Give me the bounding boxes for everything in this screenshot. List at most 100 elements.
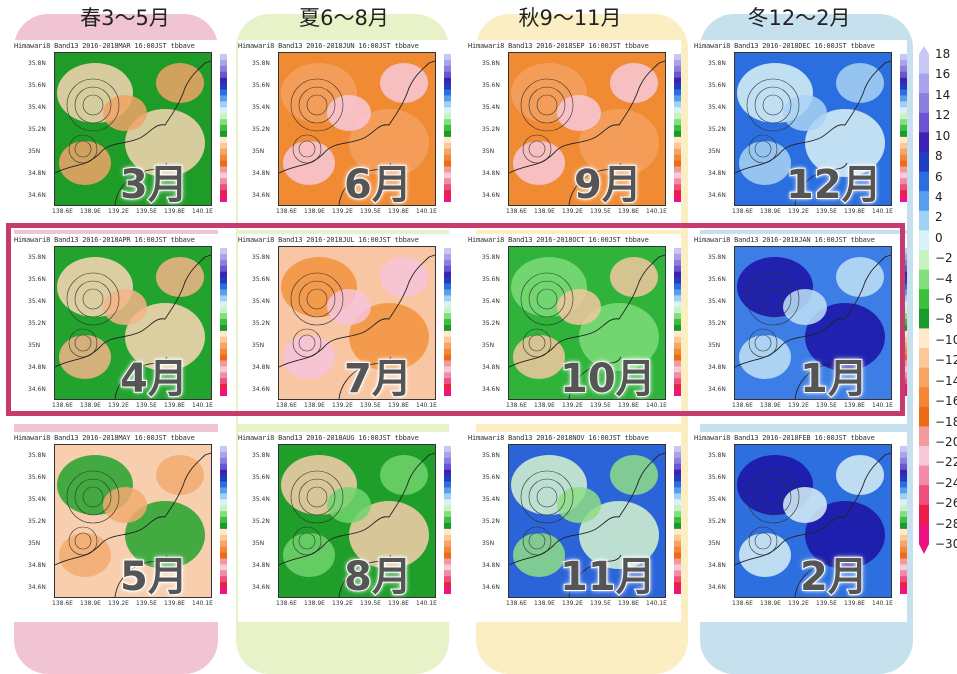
mini-colorbar-swatch — [900, 475, 907, 482]
y-tick-label: 34.6N — [708, 584, 726, 591]
mini-colorbar-swatch — [900, 588, 907, 595]
mini-colorbar-swatch — [220, 481, 227, 488]
mini-colorbar-swatch — [900, 125, 907, 132]
panel-title: Himawari8 Band13 2016-2018JUL 16:00JST t… — [238, 236, 419, 244]
mini-colorbar-swatch — [900, 552, 907, 559]
legend-tick-label: −30 — [935, 537, 957, 551]
mini-colorbar-swatch — [220, 166, 227, 173]
mini-colorbar-swatch — [900, 446, 907, 453]
mini-colorbar-swatch — [674, 505, 681, 512]
x-tick-label: 139.8E — [618, 402, 639, 409]
mini-colorbar-swatch — [220, 540, 227, 547]
mini-colorbar-swatch — [220, 372, 227, 379]
mini-colorbar-swatch — [674, 130, 681, 138]
y-tick-label: 34.6N — [28, 584, 46, 591]
mini-colorbar-swatch — [900, 136, 907, 144]
map-plot — [54, 444, 212, 598]
y-tick-label: 35.2N — [28, 126, 46, 133]
mini-colorbar-swatch — [444, 71, 451, 78]
mini-colorbar-swatch — [674, 511, 681, 518]
mini-colorbar-swatch — [674, 277, 681, 284]
x-tick-label: 140.1E — [872, 600, 893, 607]
mini-colorbar-swatch — [444, 348, 451, 355]
x-tick-label: 138.9E — [534, 208, 555, 215]
legend-swatch — [919, 152, 929, 172]
legend-swatch — [919, 367, 929, 388]
mini-colorbar-swatch — [900, 59, 907, 67]
mini-colorbar-swatch — [444, 384, 451, 391]
mini-colorbar-swatch — [674, 271, 681, 278]
legend-tick-label: −4 — [935, 271, 953, 286]
x-tick-label: 138.6E — [276, 208, 297, 215]
mini-colorbar-swatch — [444, 446, 451, 453]
x-tick-label: 138.6E — [506, 600, 527, 607]
y-tick-label: 35N — [482, 540, 495, 547]
mini-colorbar-swatch — [444, 283, 451, 290]
x-tick-label: 139.5E — [360, 600, 381, 607]
mini-colorbar-swatch — [674, 378, 681, 385]
mini-colorbar — [900, 446, 909, 595]
map-panel: Himawari8 Band13 2016-2018AUG 16:00JST t… — [238, 432, 451, 622]
mini-colorbar-swatch — [444, 487, 451, 494]
y-tick-label: 35.8N — [482, 60, 500, 67]
mini-colorbar-swatch — [674, 136, 681, 144]
month-label: 1月 — [799, 355, 869, 403]
mini-colorbar-swatch — [674, 348, 681, 355]
mini-colorbar-swatch — [674, 307, 681, 314]
y-tick-label: 35.8N — [708, 452, 726, 459]
mini-colorbar-swatch — [900, 487, 907, 494]
month-label: 7月 — [343, 355, 413, 403]
mini-colorbar-swatch — [674, 469, 681, 476]
legend-swatch — [919, 426, 929, 447]
legend-tick-label: 14 — [935, 87, 951, 102]
x-tick-label: 139.8E — [618, 208, 639, 215]
mini-colorbar-swatch — [220, 160, 227, 167]
y-tick-label: 35.6N — [708, 82, 726, 89]
mini-colorbar-swatch — [674, 384, 681, 391]
mini-colorbar-swatch — [220, 142, 227, 150]
mini-colorbar-swatch — [220, 487, 227, 494]
legend-tick-label: −22 — [935, 455, 957, 470]
legend-tick-label: 10 — [935, 128, 951, 143]
x-tick-label: 140.1E — [646, 600, 667, 607]
legend-swatch — [919, 504, 929, 525]
x-tick-label: 139.2E — [332, 208, 353, 215]
mini-colorbar-swatch — [220, 190, 227, 197]
mini-colorbar-swatch — [220, 330, 227, 338]
month-label: 8月 — [343, 553, 413, 601]
mini-colorbar-swatch — [900, 469, 907, 476]
x-tick-label: 140.1E — [192, 208, 213, 215]
mini-colorbar-swatch — [220, 546, 227, 553]
mini-colorbar-swatch — [444, 582, 451, 589]
mini-colorbar — [220, 248, 229, 397]
legend-swatch — [919, 210, 929, 231]
mini-colorbar-swatch — [444, 265, 451, 272]
mini-colorbar-swatch — [674, 446, 681, 453]
mini-colorbar-swatch — [900, 451, 907, 459]
map-plot — [508, 246, 666, 400]
mini-colorbar-swatch — [900, 89, 907, 96]
mini-colorbar-swatch — [900, 582, 907, 589]
mini-colorbar-swatch — [220, 77, 227, 84]
mini-colorbar-swatch — [220, 493, 227, 500]
mini-colorbar-swatch — [220, 360, 227, 367]
x-tick-label: 139.2E — [788, 600, 809, 607]
legend-swatch — [919, 112, 929, 133]
mini-colorbar-swatch — [674, 390, 681, 397]
mini-colorbar-swatch — [444, 546, 451, 553]
mini-colorbar-swatch — [674, 89, 681, 96]
mini-colorbar-swatch — [900, 148, 907, 155]
x-tick-label: 139.2E — [788, 402, 809, 409]
mini-colorbar-swatch — [444, 336, 451, 344]
mini-colorbar-swatch — [900, 101, 907, 108]
mini-colorbar-swatch — [900, 83, 907, 90]
mini-colorbar-swatch — [444, 505, 451, 512]
legend-swatch — [919, 308, 929, 329]
x-tick-label: 139.8E — [844, 402, 865, 409]
legend-swatch — [919, 446, 929, 466]
y-tick-label: 35.4N — [252, 104, 270, 111]
mini-colorbar-swatch — [674, 265, 681, 272]
x-tick-label: 138.6E — [732, 208, 753, 215]
panel-title: Himawari8 Band13 2016-2018APR 16:00JST t… — [14, 236, 195, 244]
mini-colorbar-swatch — [674, 259, 681, 267]
